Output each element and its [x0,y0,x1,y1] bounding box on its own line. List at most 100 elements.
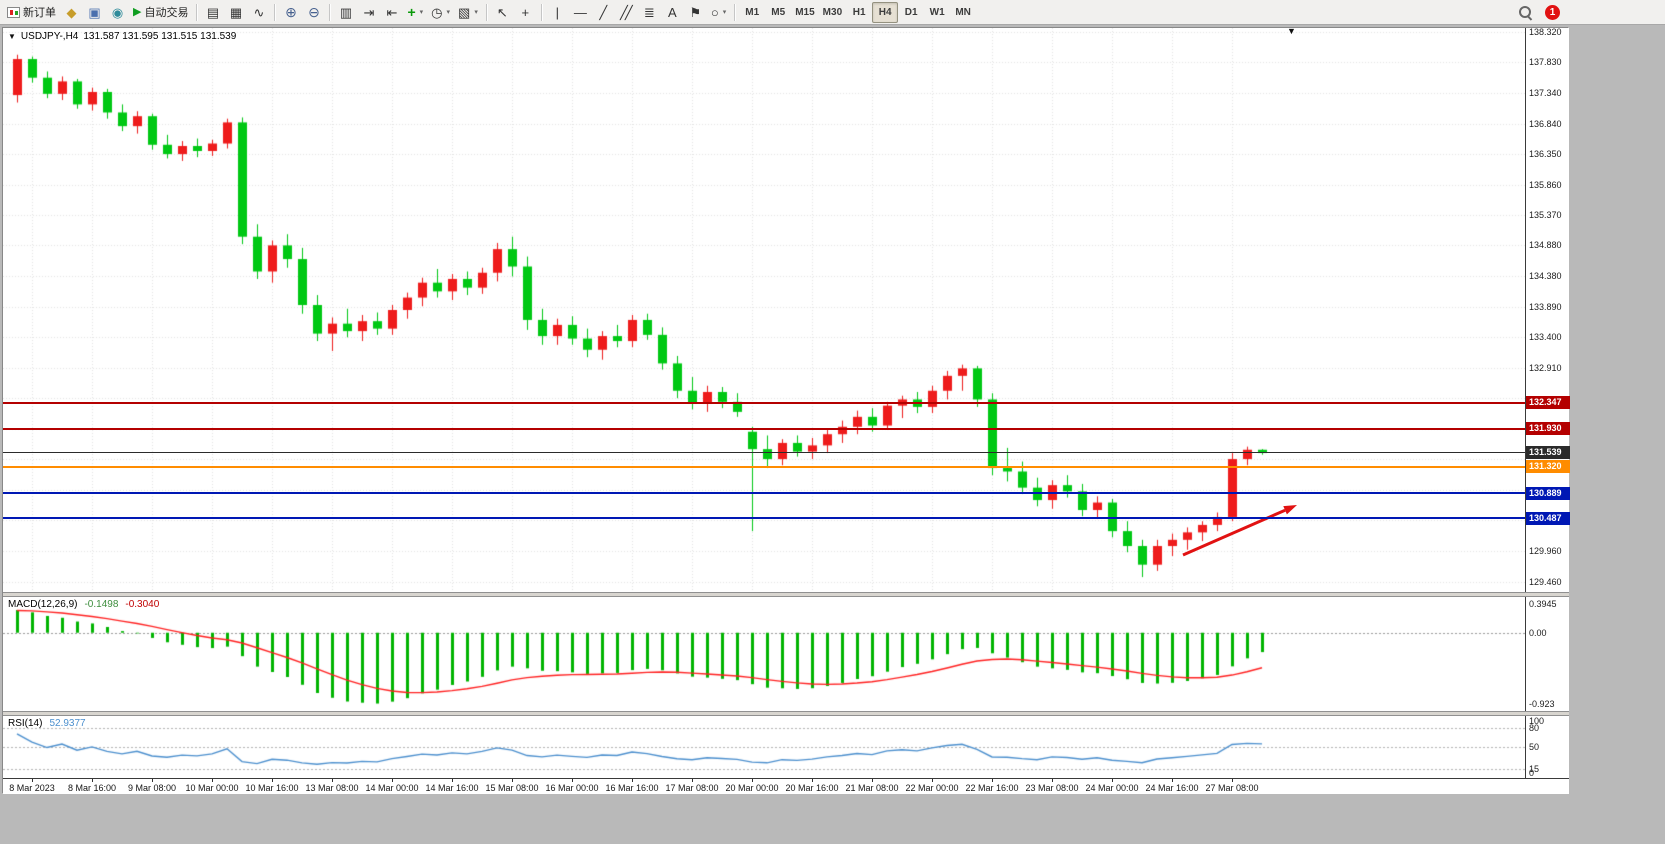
cursor-icon: ↖ [496,4,508,20]
time-axis[interactable]: 8 Mar 2023 8 Mar 16:00 9 Mar 08:00 10 Mar 0… [3,778,1569,794]
time-axis-label: 13 Mar 08:00 [305,783,359,793]
periods-button[interactable]: ◷ ▾ [427,2,454,23]
timeframe-button-h4[interactable]: H4 [872,1,899,23]
time-axis-label: 10 Mar 00:00 [185,783,239,793]
timeframe-button-m1[interactable]: M1 [739,2,765,23]
auto-scroll-button[interactable]: ⇥ [357,2,380,23]
price-tag-131.930: 131.930 [1526,422,1570,436]
price-axis-label: 136.350 [1529,149,1562,160]
new-order-button[interactable]: 新订单 [3,2,60,23]
line-chart-button[interactable]: ∿ [247,2,270,23]
chevron-down-icon: ▾ [446,9,451,16]
wizard-button[interactable]: ◆ [60,2,83,23]
fibonacci-button[interactable]: ≣ [638,2,661,23]
price-axis-label: 129.960 [1529,546,1562,556]
notification-badge[interactable]: 1 [1545,4,1560,20]
price-axis-label: 137.340 [1529,87,1562,98]
rsi-scale[interactable]: 100 80 50 15 0 [1525,716,1569,778]
chart-window: 138.320 137.830 137.340 136.840 136.350 135.8… [2,26,1570,794]
chart-shift-marker[interactable]: ▼ [1287,26,1296,36]
time-axis-label: 8 Mar 16:00 [67,783,117,793]
pane-splitter[interactable] [3,592,1569,597]
timeframe-button-m30[interactable]: M30 [819,2,846,23]
rsi-value: 52.9377 [49,718,86,729]
macd-header: MACD(12,26,9) -0.1498 -0.3040 [8,599,159,610]
timeframe-button-mn[interactable]: MN [950,2,976,23]
zoom-in-button[interactable]: ⊕ [279,2,302,23]
toolbar-separator [196,3,198,21]
text-tool-icon: A [668,4,677,20]
clock-icon: ◷ [431,4,443,20]
price-tag-131.320: 131.320 [1526,460,1570,474]
time-tick [812,779,813,782]
shapes-button[interactable]: ○ ▾ [707,2,730,23]
rsi-axis-label: 0 [1529,768,1535,778]
price-axis-label: 129.460 [1529,577,1562,588]
bar-chart-button[interactable]: ▤ [201,2,224,23]
time-axis-label: 17 Mar 08:00 [665,783,719,793]
price-tag-130.889: 130.889 [1526,486,1570,500]
timeframe-button-m5[interactable]: M5 [765,2,791,23]
tile-windows-button[interactable]: ▥ [334,2,357,23]
time-axis-label: 24 Mar 00:00 [1085,783,1139,793]
macd-indicator-pane: 0.3945 0.00 -0.923 MACD(12,26,9) -0.1498 -… [3,597,1569,711]
toolbar-right-group: 1 [1518,4,1560,20]
toolbar: 新订单 ◆ ▣ ◉ ▶ 自动交易 ▤ ▦ ∿ ⊕ ⊖ ▥ ⇥ ⇤ + ▾ ◷ ▾ ▧… [0,0,1665,25]
zoom-in-icon: ⊕ [285,4,297,20]
time-axis-label: 27 Mar 08:00 [1205,783,1259,793]
chevron-down-icon: ▾ [722,9,727,16]
pane-splitter[interactable] [3,711,1569,716]
auto-trading-play-icon: ▶ [133,5,142,18]
indicators-button[interactable]: + ▾ [403,2,427,23]
horizontal-line-button[interactable]: ― [569,2,592,23]
shapes-icon: ○ [710,4,719,20]
metaeditor-button[interactable]: ▣ [83,2,106,23]
time-tick [152,779,153,782]
bar-chart-icon: ▤ [206,4,220,20]
time-axis-label: 23 Mar 08:00 [1025,783,1079,793]
candlestick-chart-button[interactable]: ▦ [224,2,247,23]
macd-value: -0.1498 [84,599,119,610]
timeframe-button-d1[interactable]: D1 [898,2,924,23]
line-chart-icon: ∿ [253,4,265,20]
time-axis-label: 9 Mar 08:00 [127,783,177,793]
auto-trading-button[interactable]: ▶ 自动交易 [129,2,192,23]
time-tick [572,779,573,782]
price-scale[interactable]: 138.320 137.830 137.340 136.840 136.350 135.8… [1525,27,1570,592]
time-tick [452,779,453,782]
crosshair-icon: + [521,4,530,20]
chevron-down-icon: ▾ [419,9,424,16]
timeframe-button-m15[interactable]: M15 [791,2,818,23]
timeframe-button-w1[interactable]: W1 [924,2,950,23]
crosshair-button[interactable]: + [514,2,537,23]
trendline-button[interactable]: ╱ [592,2,615,23]
time-tick [1112,779,1113,782]
price-axis-label: 135.370 [1529,209,1562,220]
templates-button[interactable]: ▧ ▾ [454,2,482,23]
candlestick-chart-canvas[interactable] [3,28,1525,592]
rsi-header: RSI(14) 52.9377 [8,718,86,729]
macd-canvas[interactable] [3,597,1525,711]
wizard-icon: ◆ [66,4,77,20]
search-icon[interactable] [1518,5,1533,20]
time-axis-label: 20 Mar 16:00 [785,783,839,793]
fibonacci-icon: ≣ [643,4,655,20]
time-axis-label: 16 Mar 16:00 [605,783,659,793]
chart-shift-button[interactable]: ⇤ [380,2,403,23]
one-click-trading-toggle[interactable]: ▼ [8,32,16,41]
cursor-button[interactable]: ↖ [491,2,514,23]
community-button[interactable]: ◉ [106,2,129,23]
channel-button[interactable]: ╱╱ [615,2,638,23]
vertical-line-button[interactable]: | [546,2,569,23]
time-axis-label: 22 Mar 00:00 [905,783,959,793]
label-tool-button[interactable]: ⚑ [684,2,707,23]
chevron-down-icon: ▾ [474,9,478,16]
zoom-out-button[interactable]: ⊖ [302,2,325,23]
macd-axis-label: 0.3945 [1529,599,1557,609]
macd-scale[interactable]: 0.3945 0.00 -0.923 [1525,597,1569,711]
timeframe-button-h1[interactable]: H1 [846,2,872,23]
indicators-plus-icon: + [407,4,416,20]
time-tick [92,779,93,782]
text-tool-button[interactable]: A [661,2,684,23]
rsi-canvas[interactable] [3,716,1525,778]
